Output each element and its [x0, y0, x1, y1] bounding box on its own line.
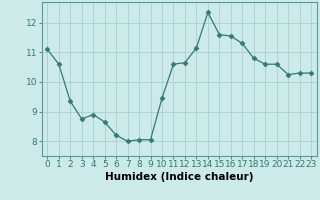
X-axis label: Humidex (Indice chaleur): Humidex (Indice chaleur) — [105, 172, 253, 182]
